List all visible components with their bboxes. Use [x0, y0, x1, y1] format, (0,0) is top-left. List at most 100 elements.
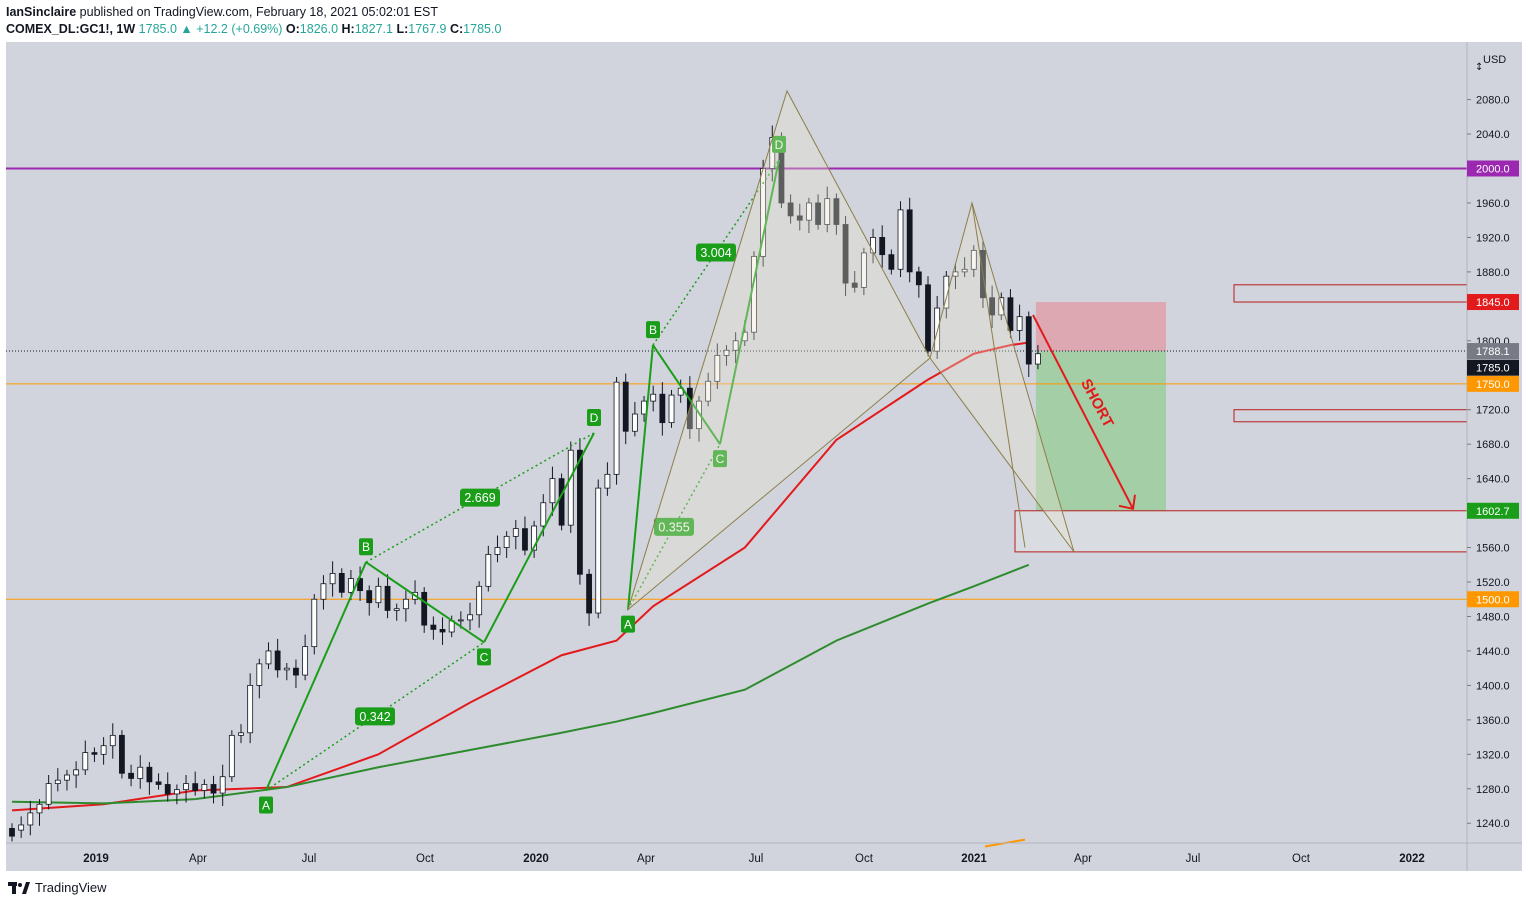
candle[interactable] — [787, 194, 794, 224]
moving-average-fast[interactable] — [11, 341, 1029, 812]
candle[interactable] — [357, 566, 363, 601]
candle[interactable] — [27, 800, 34, 836]
price-badge[interactable] — [1467, 343, 1519, 360]
candle[interactable] — [210, 775, 217, 804]
candle[interactable] — [595, 479, 602, 619]
candle[interactable] — [705, 372, 712, 407]
candle[interactable] — [283, 663, 290, 681]
candle[interactable] — [677, 379, 684, 403]
candle[interactable] — [18, 816, 25, 838]
candle[interactable] — [137, 755, 144, 789]
candle[interactable] — [228, 730, 235, 782]
candle[interactable] — [320, 575, 327, 610]
price-badge[interactable] — [1467, 359, 1519, 376]
candle[interactable] — [311, 594, 318, 655]
candle[interactable] — [109, 723, 116, 759]
candle[interactable] — [522, 516, 528, 556]
candle[interactable] — [961, 257, 968, 278]
candle[interactable] — [302, 634, 309, 681]
candle[interactable] — [238, 724, 244, 744]
candle[interactable] — [329, 561, 336, 597]
candle[interactable] — [714, 343, 721, 390]
candle[interactable] — [36, 799, 43, 826]
candle[interactable] — [549, 466, 556, 516]
candle[interactable] — [998, 292, 1005, 321]
candle[interactable] — [402, 590, 409, 622]
candle[interactable] — [219, 764, 226, 807]
candle[interactable] — [439, 617, 446, 645]
candle[interactable] — [128, 764, 134, 787]
candle[interactable] — [173, 784, 180, 805]
candle[interactable] — [1016, 304, 1023, 341]
candle[interactable] — [155, 773, 162, 790]
candle[interactable] — [1025, 311, 1032, 377]
stop-loss-zone[interactable] — [1035, 302, 1166, 352]
candle[interactable] — [91, 747, 98, 763]
candle[interactable] — [503, 531, 510, 558]
candle[interactable] — [73, 761, 80, 788]
candle[interactable] — [622, 373, 629, 445]
candle[interactable] — [485, 545, 492, 592]
candle[interactable] — [567, 441, 574, 533]
candle[interactable] — [9, 823, 15, 842]
candle[interactable] — [934, 296, 941, 359]
candle[interactable] — [192, 771, 199, 796]
candle[interactable] — [860, 247, 867, 296]
candle[interactable] — [164, 772, 171, 802]
moving-average-slow[interactable] — [11, 563, 1030, 805]
candle[interactable] — [796, 203, 803, 231]
candle[interactable] — [925, 276, 931, 357]
tradingview-brand[interactable]: TradingView — [35, 880, 107, 895]
candle[interactable] — [119, 730, 125, 779]
candle[interactable] — [842, 215, 849, 297]
candle[interactable] — [650, 385, 657, 412]
candle[interactable] — [558, 473, 565, 531]
price-badge[interactable] — [1467, 294, 1519, 311]
candle[interactable] — [375, 577, 382, 608]
candle[interactable] — [476, 581, 483, 628]
candle[interactable] — [201, 779, 208, 799]
price-badge[interactable] — [1467, 375, 1519, 392]
candle[interactable] — [732, 332, 739, 364]
candle[interactable] — [393, 603, 400, 621]
tradingview-logo-icon[interactable] — [8, 881, 30, 895]
candle[interactable] — [870, 228, 876, 264]
candle[interactable] — [64, 769, 70, 791]
candle[interactable] — [265, 642, 272, 670]
candle[interactable] — [851, 271, 858, 293]
candle[interactable] — [366, 585, 373, 616]
candle[interactable] — [906, 197, 913, 283]
short-arrow-line[interactable] — [1032, 314, 1134, 510]
candle[interactable] — [824, 186, 831, 233]
candle[interactable] — [421, 587, 428, 633]
candle[interactable] — [723, 345, 730, 366]
candle[interactable] — [1007, 289, 1014, 339]
candle[interactable] — [577, 438, 583, 585]
price-badge[interactable] — [1467, 160, 1519, 177]
harmonic-pattern-1[interactable]: A B C D 0.342 2.669 — [259, 408, 601, 814]
time-axis-background[interactable] — [6, 843, 1522, 871]
candle[interactable] — [613, 376, 620, 485]
candle[interactable] — [586, 569, 592, 626]
candle[interactable] — [100, 737, 107, 765]
candle[interactable] — [668, 389, 675, 428]
author-name[interactable]: IanSinclaire — [6, 5, 77, 19]
candle[interactable] — [183, 774, 189, 803]
candle[interactable] — [806, 197, 812, 234]
candle[interactable] — [631, 401, 638, 437]
candle[interactable] — [430, 616, 437, 640]
candle[interactable] — [82, 740, 89, 775]
price-badge[interactable] — [1467, 502, 1519, 519]
candle[interactable] — [54, 768, 61, 792]
candle[interactable] — [247, 673, 254, 744]
triangle-drawing-1[interactable] — [627, 89, 931, 612]
candle[interactable] — [512, 519, 519, 550]
take-profit-zone[interactable] — [1035, 351, 1166, 511]
candle[interactable] — [989, 285, 996, 328]
candle[interactable] — [833, 193, 840, 235]
candle[interactable] — [45, 774, 52, 810]
candle[interactable] — [274, 638, 281, 678]
candle[interactable] — [494, 535, 501, 563]
candle[interactable] — [888, 249, 895, 275]
